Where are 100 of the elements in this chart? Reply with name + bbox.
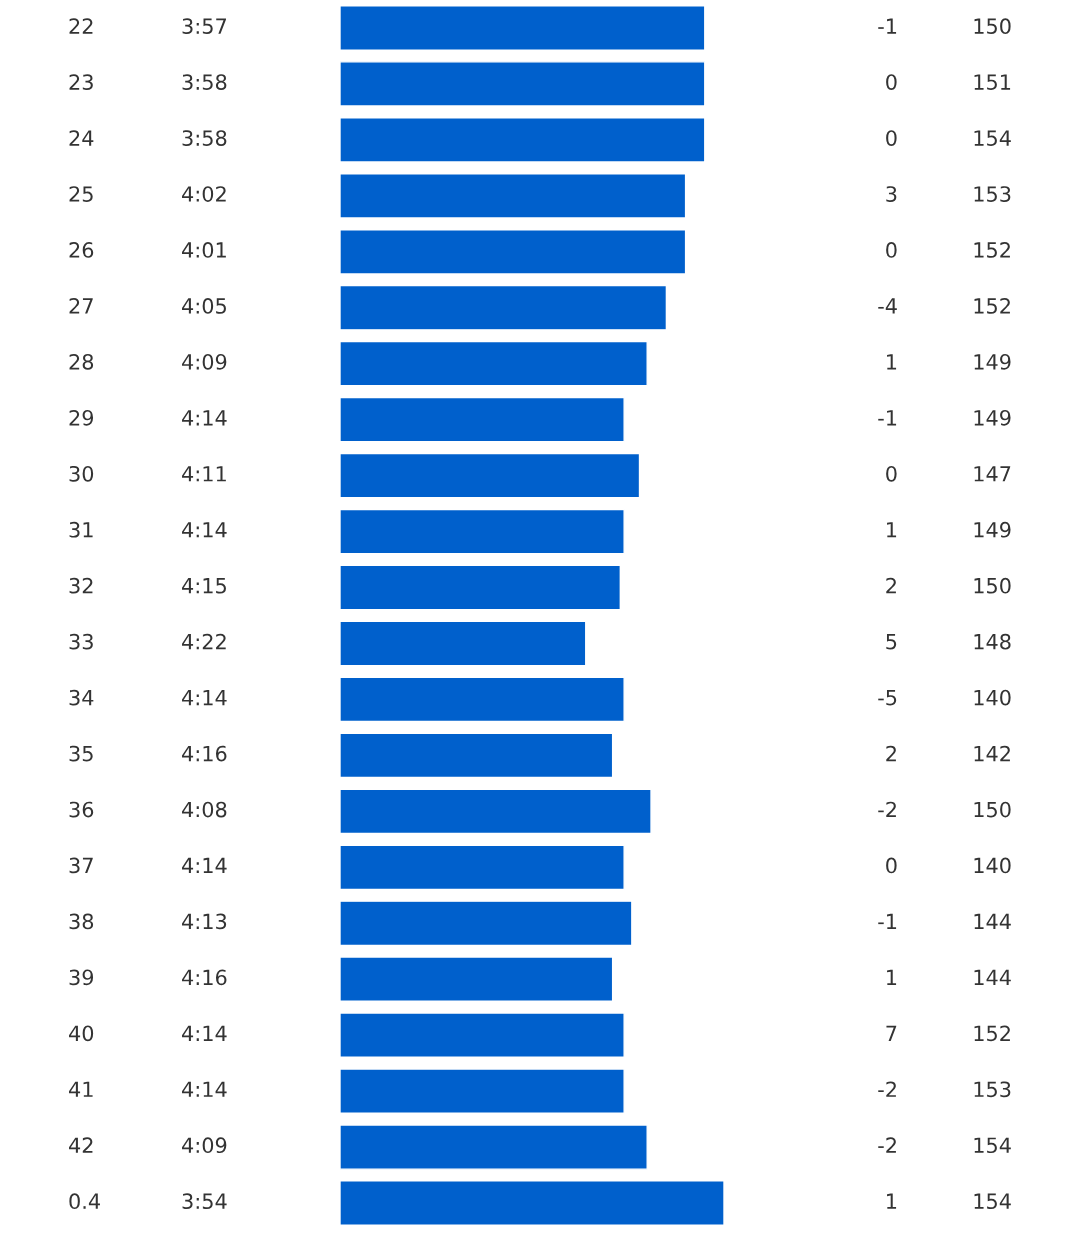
text: 0 [886, 242, 897, 258]
text: 4:15 [182, 578, 226, 594]
bar [340, 173, 687, 219]
bar [340, 564, 622, 611]
text: 4:14 [182, 689, 227, 706]
bar [340, 788, 652, 835]
text: 150 [974, 801, 1011, 818]
y-tick-label: 27 [69, 298, 93, 314]
bar [340, 1124, 648, 1170]
bar [340, 284, 668, 331]
text: 154 [974, 1193, 1011, 1210]
text: 3:58 [182, 130, 227, 146]
text: 7 [886, 1025, 897, 1041]
text: 144 [974, 913, 1011, 929]
text: 4:14 [182, 410, 227, 426]
text: 0 [886, 465, 897, 482]
text: 3:58 [182, 74, 227, 90]
text: 152 [974, 242, 1010, 258]
text: 4:16 [182, 969, 227, 986]
bar [340, 61, 706, 107]
y-tick-label: 25 [69, 186, 93, 202]
y-tick-label: 23 [69, 74, 93, 90]
y-tick-label: 22 [69, 18, 93, 34]
text: 4:16 [182, 745, 227, 762]
text: 1 [887, 969, 897, 985]
bar [340, 5, 706, 51]
y-tick-label: 28 [69, 353, 94, 370]
text: 140 [974, 857, 1011, 874]
y-tick-label: 40 [69, 1025, 94, 1042]
text: -1 [878, 913, 897, 929]
text: 2 [886, 577, 896, 594]
text: 144 [974, 969, 1011, 985]
text: 4:14 [182, 857, 227, 874]
y-tick-label: 29 [69, 409, 94, 426]
text: 154 [974, 1137, 1011, 1154]
text: 4:13 [182, 913, 227, 930]
text: 4:08 [182, 801, 227, 818]
text: 153 [974, 1081, 1011, 1098]
text: 4:22 [182, 633, 226, 650]
bar [340, 844, 625, 891]
text: 1 [887, 354, 897, 370]
bar [340, 1068, 625, 1114]
text: 4:14 [182, 1025, 227, 1041]
bar [340, 117, 706, 163]
text: 0 [886, 857, 897, 874]
text: 0 [886, 74, 897, 90]
text: 149 [974, 409, 1011, 426]
text: 149 [974, 353, 1011, 370]
y-tick-label: 34 [69, 689, 94, 706]
text: -1 [878, 18, 897, 34]
y-tick-label: 30 [69, 465, 94, 482]
y-tick-label: 41 [69, 1081, 93, 1097]
text: 4:09 [182, 353, 227, 370]
text: 4:05 [182, 298, 226, 314]
text: 148 [974, 633, 1011, 650]
text: 4:11 [182, 466, 226, 482]
text: -2 [878, 801, 896, 818]
text: 140 [974, 689, 1011, 706]
y-tick-label: 0.4 [69, 1193, 100, 1210]
text: 2 [886, 745, 896, 762]
bar [340, 676, 625, 723]
bar [340, 340, 648, 387]
text: 1 [887, 522, 897, 538]
text: 3:54 [182, 1193, 227, 1210]
text: 150 [974, 577, 1011, 594]
text: 4:02 [182, 186, 226, 202]
bar [340, 452, 641, 499]
text: 152 [974, 1025, 1010, 1042]
text: 5 [886, 634, 897, 650]
y-tick-label: 35 [69, 745, 93, 762]
text: 142 [974, 745, 1010, 762]
y-tick-label: 36 [69, 801, 94, 818]
text: 3:57 [182, 18, 226, 35]
text: 0 [886, 130, 897, 146]
y-tick-label: 38 [69, 913, 94, 930]
text: 150 [974, 18, 1011, 35]
y-tick-label: 33 [69, 633, 93, 650]
bar [340, 508, 625, 555]
y-tick-label: 32 [69, 577, 93, 594]
bar [340, 956, 614, 1003]
bar [340, 228, 687, 275]
text: 4:14 [182, 522, 227, 538]
text: 147 [974, 466, 1011, 482]
bar [340, 396, 625, 443]
text: 4:14 [182, 1081, 227, 1097]
bar [340, 1012, 625, 1058]
bar [340, 620, 587, 667]
text: -2 [878, 1081, 896, 1097]
text: -2 [878, 1137, 896, 1153]
bar [340, 900, 633, 947]
y-tick-label: 26 [69, 242, 94, 258]
text: 153 [974, 186, 1011, 202]
text: -4 [878, 298, 897, 314]
y-tick-label: 24 [69, 130, 94, 146]
text: 152 [974, 298, 1010, 314]
y-tick-label: 31 [69, 521, 93, 538]
bar [340, 732, 614, 779]
text: 149 [974, 521, 1011, 538]
text: 1 [887, 1193, 897, 1209]
text: 3 [886, 186, 897, 202]
